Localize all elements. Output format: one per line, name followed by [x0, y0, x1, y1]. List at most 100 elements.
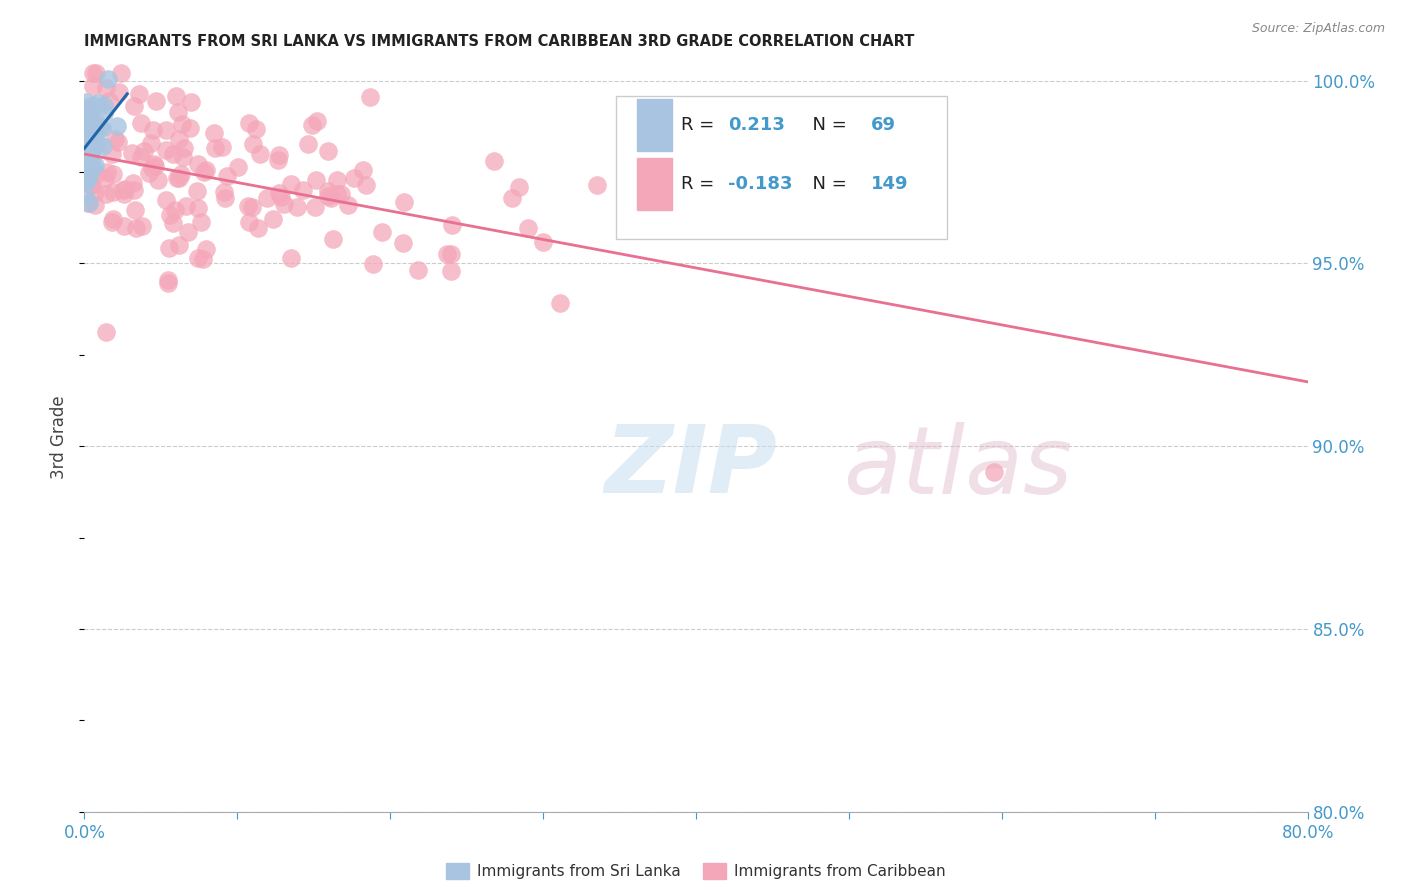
Point [291, 183, 314, 197]
Point [82, 138, 104, 153]
Point [76, 147, 98, 161]
Point [162, 216, 184, 230]
Point [531, 235, 554, 250]
Point [77, 161, 100, 175]
Point [247, 221, 270, 235]
Text: N =: N = [801, 116, 852, 134]
Point [325, 172, 347, 186]
Point [82, 122, 104, 136]
Point [122, 183, 145, 197]
Point [359, 90, 381, 104]
Point [190, 215, 212, 229]
Point [91, 120, 114, 135]
Point [307, 114, 329, 128]
Point [75, 172, 97, 186]
Point [186, 185, 208, 199]
Point [77, 138, 100, 153]
Point [249, 147, 271, 161]
Point [77, 146, 100, 161]
Point [440, 247, 463, 261]
Point [91, 139, 114, 153]
Point [187, 251, 209, 265]
Point [73, 156, 96, 170]
Point [82, 78, 104, 93]
Point [96, 187, 118, 202]
Point [194, 242, 217, 256]
Point [316, 145, 339, 159]
Point [84, 114, 107, 128]
Point [297, 136, 319, 151]
Point [166, 170, 188, 185]
Text: 69: 69 [870, 116, 896, 134]
FancyBboxPatch shape [616, 96, 946, 238]
Point [87, 96, 110, 111]
Point [304, 200, 326, 214]
Point [139, 136, 162, 151]
Point [392, 235, 415, 250]
Point [256, 191, 278, 205]
Point [322, 232, 344, 246]
Point [236, 199, 259, 213]
Legend: Immigrants from Sri Lanka, Immigrants from Caribbean: Immigrants from Sri Lanka, Immigrants fr… [446, 863, 946, 879]
Point [77, 122, 100, 136]
Point [94, 80, 117, 95]
Point [84, 167, 107, 181]
Point [125, 220, 148, 235]
Point [73, 144, 96, 158]
Point [112, 219, 135, 234]
Point [173, 141, 195, 155]
Point [214, 185, 236, 199]
Point [440, 218, 463, 232]
Point [508, 179, 530, 194]
Point [79, 127, 101, 141]
Point [343, 171, 366, 186]
Point [142, 123, 165, 137]
Text: R =: R = [682, 175, 720, 194]
Point [73, 189, 96, 203]
Point [267, 186, 290, 200]
Point [138, 166, 160, 180]
Point [82, 137, 104, 152]
Point [146, 173, 169, 187]
Point [87, 136, 110, 151]
Point [82, 160, 104, 174]
Point [193, 165, 215, 179]
Point [214, 191, 236, 205]
Point [262, 211, 284, 226]
Point [167, 105, 190, 120]
Point [89, 120, 111, 134]
Point [129, 150, 152, 164]
Text: ZIP: ZIP [605, 421, 778, 513]
Point [105, 119, 128, 133]
Point [548, 296, 571, 310]
Text: Source: ZipAtlas.com: Source: ZipAtlas.com [1251, 22, 1385, 36]
Point [82, 128, 104, 143]
Point [101, 147, 124, 161]
Point [157, 241, 180, 255]
Point [101, 214, 124, 228]
Point [501, 191, 523, 205]
Point [167, 131, 190, 145]
Point [585, 178, 607, 192]
Point [204, 141, 226, 155]
Point [159, 208, 181, 222]
Point [101, 167, 124, 181]
Point [80, 141, 103, 155]
Point [155, 193, 177, 207]
Point [84, 137, 107, 152]
Point [80, 178, 103, 192]
Point [211, 140, 233, 154]
Point [77, 195, 100, 210]
Point [440, 264, 463, 278]
Point [122, 176, 145, 190]
Point [270, 190, 292, 204]
Point [174, 199, 197, 213]
Point [107, 135, 129, 149]
Point [101, 185, 124, 199]
Point [657, 186, 679, 201]
Point [280, 251, 302, 265]
Point [108, 85, 131, 99]
Point [143, 159, 166, 173]
Point [77, 169, 100, 183]
Point [75, 100, 97, 114]
